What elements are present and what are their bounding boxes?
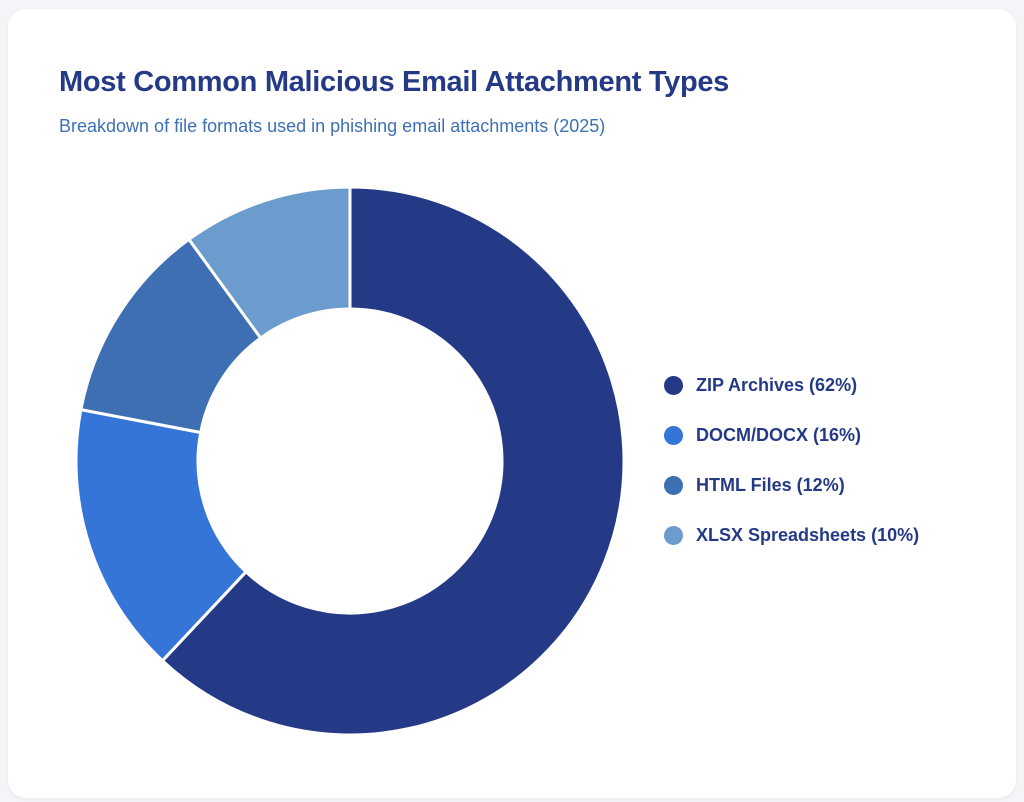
legend-item-xlsx[interactable]: XLSX Spreadsheets (10%) bbox=[655, 520, 919, 550]
donut-slice-zip[interactable] bbox=[160, 185, 626, 737]
legend-swatch-icon bbox=[664, 525, 683, 545]
donut-slice-docm-docx[interactable] bbox=[74, 407, 249, 663]
chart-subtitle: Breakdown of file formats used in phishi… bbox=[59, 116, 606, 136]
legend-swatch-icon bbox=[664, 375, 683, 395]
legend-item-docm-docx[interactable]: DOCM/DOCX (16%) bbox=[655, 420, 861, 450]
chart-title: Most Common Malicious Email Attachment T… bbox=[59, 66, 730, 98]
legend-swatch-icon bbox=[664, 425, 683, 445]
legend-label: HTML Files (12%) bbox=[696, 474, 845, 495]
donut-chart bbox=[74, 185, 626, 737]
legend-swatch-icon bbox=[664, 475, 683, 495]
legend-item-html[interactable]: HTML Files (12%) bbox=[655, 470, 845, 500]
donut-slice-xlsx[interactable] bbox=[186, 185, 352, 341]
legend-item-zip[interactable]: ZIP Archives (62%) bbox=[655, 370, 857, 400]
legend-label: ZIP Archives (62%) bbox=[696, 374, 858, 395]
legend-label: DOCM/DOCX (16%) bbox=[696, 424, 862, 445]
legend-label: XLSX Spreadsheets (10%) bbox=[696, 524, 920, 545]
